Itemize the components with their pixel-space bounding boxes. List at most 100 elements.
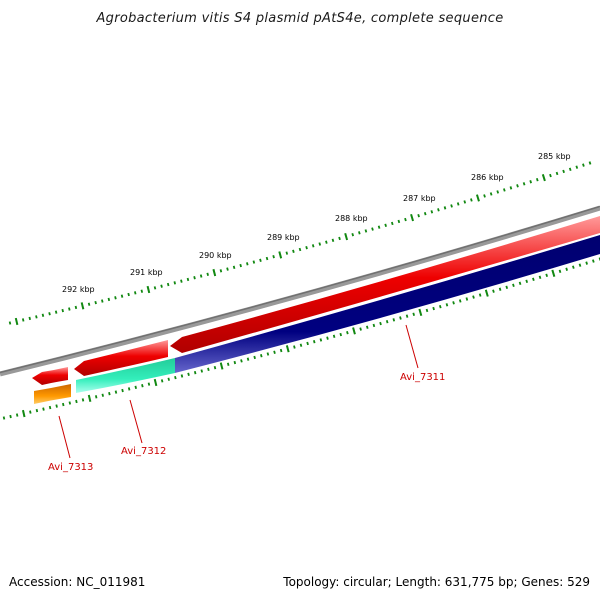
outer-tick — [470, 198, 473, 202]
inner-tick — [153, 378, 158, 387]
inner-tick — [213, 365, 217, 370]
inner-tick — [160, 379, 164, 383]
outer-tick — [28, 316, 31, 321]
inner-tick — [538, 275, 542, 280]
inner-tick — [412, 312, 415, 316]
kbp-label-292: 292 kbp — [62, 285, 95, 294]
inner-tick — [29, 410, 32, 414]
inner-tick — [432, 306, 435, 311]
inner-tick — [62, 402, 65, 407]
inner-tick — [306, 341, 309, 346]
inner-tick — [418, 308, 423, 317]
outer-tick — [516, 184, 519, 188]
outer-tick — [397, 219, 401, 224]
map-title: Agrobacterium vitis S4 plasmid pAtS4e, c… — [96, 11, 504, 26]
inner-tick — [558, 269, 562, 273]
inner-tick — [15, 413, 19, 417]
outer-tick — [371, 227, 374, 231]
inner-tick — [572, 265, 575, 269]
inner-tick — [452, 301, 455, 305]
inner-tick — [372, 323, 376, 328]
outer-tick — [212, 268, 217, 277]
kbp-label-291: 291 kbp — [130, 268, 163, 277]
inner-tick — [35, 408, 39, 413]
inner-tick — [439, 304, 442, 309]
inner-tick — [458, 299, 462, 303]
inner-tick — [565, 267, 568, 271]
inner-tick — [551, 269, 556, 277]
outer-tick — [568, 167, 572, 172]
gene-orange-avi-7313[interactable] — [34, 384, 71, 404]
inner-tick — [246, 357, 250, 361]
inner-tick — [42, 407, 45, 411]
inner-tick — [366, 325, 369, 329]
outer-tick — [384, 223, 387, 227]
inner-tick — [114, 390, 118, 394]
inner-tick — [193, 370, 197, 375]
gene-label-avi-7311: Avi_7311 — [400, 372, 445, 383]
inner-tick — [545, 273, 548, 278]
inner-tick — [121, 388, 124, 393]
outer-tick — [410, 213, 414, 222]
outer-tick — [127, 292, 130, 297]
inner-tick — [332, 334, 336, 339]
inner-tick — [425, 308, 429, 313]
inner-tick — [518, 281, 522, 286]
outer-tick — [21, 318, 25, 322]
outer-tick — [272, 255, 275, 259]
inner-tick — [359, 327, 362, 331]
outer-tick — [219, 269, 223, 273]
leader-line-avi-7313 — [58, 415, 71, 459]
outer-tick — [364, 229, 368, 233]
outer-tick — [311, 244, 315, 248]
inner-tick — [226, 362, 230, 366]
inner-tick — [207, 367, 210, 372]
outer-tick — [338, 236, 341, 241]
outer-tick — [475, 194, 480, 202]
gene-teal-avi-7312[interactable] — [76, 358, 175, 393]
inner-tick — [346, 331, 349, 335]
inner-tick — [48, 405, 52, 410]
inner-tick — [87, 394, 92, 403]
leader-line-avi-7311 — [405, 324, 419, 369]
outer-tick — [160, 284, 163, 288]
inner-tick — [339, 332, 343, 337]
inner-tick — [492, 289, 495, 293]
outer-tick — [292, 249, 295, 253]
inner-tick — [55, 404, 58, 408]
outer-tick — [278, 251, 283, 259]
inner-tick — [385, 320, 389, 324]
inner-tick — [379, 321, 382, 326]
outer-tick — [114, 296, 117, 300]
inner-tick — [260, 354, 263, 358]
kbp-label-289: 289 kbp — [267, 233, 300, 242]
outer-tick — [456, 202, 460, 206]
outer-tick — [463, 200, 467, 204]
inner-tick — [405, 314, 409, 318]
cds-forward-avi-7313[interactable] — [32, 367, 68, 385]
outer-tick — [133, 291, 137, 295]
outer-tick — [153, 286, 157, 290]
inner-tick — [9, 414, 12, 419]
cds-forward-avi-7312[interactable] — [74, 340, 168, 376]
outer-tick — [140, 289, 144, 293]
inner-tick — [147, 382, 151, 386]
outer-tick — [94, 300, 97, 305]
inner-tick — [326, 336, 329, 340]
gene-label-avi-7313: Avi_7313 — [48, 462, 93, 473]
outer-tick — [483, 194, 486, 198]
outer-tick — [555, 171, 559, 176]
inner-tick — [2, 416, 6, 420]
outer-tick — [344, 232, 349, 241]
outer-tick — [232, 265, 236, 270]
cds-forward-avi-7311[interactable] — [170, 216, 600, 353]
inner-tick — [484, 289, 489, 297]
outer-tick — [146, 285, 151, 294]
gene-reverse-avi-7311[interactable] — [175, 235, 600, 373]
inner-tick — [81, 398, 85, 402]
outer-tick — [588, 161, 592, 165]
outer-tick — [331, 238, 335, 243]
inner-tick — [141, 384, 144, 388]
outer-tick — [443, 206, 447, 210]
